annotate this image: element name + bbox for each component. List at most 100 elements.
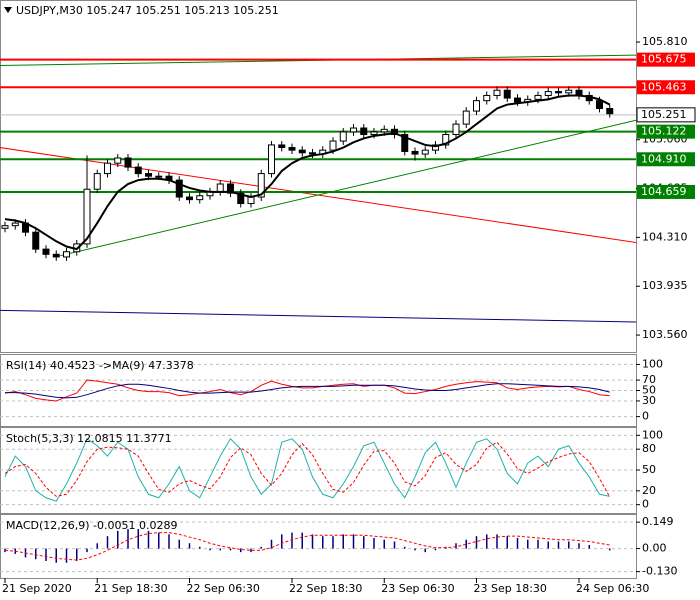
indicator-line	[4, 379, 610, 402]
y-tick-label: 30	[642, 394, 656, 407]
indicator-title: MACD(12,26,9) -0.0051 0.0289	[6, 519, 177, 532]
candle-body	[175, 179, 183, 198]
candle-body	[473, 100, 480, 112]
candle-body	[114, 157, 122, 164]
y-tick-label: 0	[642, 498, 649, 511]
candle-body	[565, 89, 573, 94]
candle-body	[350, 127, 357, 133]
candle-body	[452, 123, 460, 136]
candle-body	[196, 195, 204, 201]
level-label: 105.463	[641, 80, 687, 93]
candle-body	[124, 157, 132, 168]
indicator-line	[4, 437, 610, 502]
candle-body	[52, 253, 60, 258]
candle-body	[134, 166, 142, 175]
candle-body	[514, 97, 521, 103]
candle-body	[329, 140, 337, 151]
y-tick-label: 100	[642, 428, 663, 441]
candle-body	[288, 147, 296, 151]
chart-title: USDJPY,M30 105.247 105.251 105.213 105.2…	[16, 4, 279, 17]
candle-body	[309, 152, 316, 155]
candle-body	[596, 100, 603, 109]
candle-body	[278, 144, 286, 149]
candle-body	[93, 173, 101, 190]
indicator-panel	[0, 514, 637, 579]
candle-body	[83, 188, 91, 245]
candle-body	[401, 134, 409, 152]
candle-body	[155, 175, 163, 178]
candle-body	[411, 150, 419, 155]
candle-body	[606, 107, 614, 115]
candle-body	[534, 94, 542, 100]
candle-body	[227, 183, 234, 194]
level-label-box	[637, 124, 695, 139]
x-tick-label: 23 Sep 18:30	[474, 582, 547, 595]
y-tick-label: 103.935	[642, 279, 688, 292]
y-tick-label: 0	[642, 410, 649, 423]
trend-line	[60, 119, 636, 257]
x-tick-label: 22 Sep 06:30	[187, 582, 260, 595]
main-panel	[0, 0, 637, 353]
current-price-label: 105.251	[641, 108, 687, 121]
level-label-box	[637, 52, 695, 67]
candle-body	[237, 192, 245, 205]
indicator-line	[5, 383, 610, 399]
x-tick-label: 23 Sep 06:30	[381, 582, 454, 595]
candle-body	[339, 131, 347, 142]
candle-body	[186, 196, 193, 201]
candle-body	[298, 149, 306, 154]
level-label: 104.910	[641, 152, 687, 165]
candle-body	[104, 162, 111, 175]
level-label: 104.659	[641, 185, 687, 198]
level-label-box	[637, 80, 695, 95]
candle-body	[42, 248, 50, 255]
candle-body	[32, 231, 40, 250]
y-tick-label: 70	[642, 373, 656, 386]
x-tick-label: 24 Sep 06:30	[576, 582, 649, 595]
indicator-line	[4, 532, 610, 561]
moving-average	[4, 94, 611, 251]
candle-body	[544, 91, 552, 96]
candle-body	[442, 134, 450, 146]
y-tick-label: 105.810	[642, 35, 688, 48]
indicator-title: Stoch(5,3,3) 12.0815 11.3771	[6, 432, 172, 445]
candle-body	[360, 127, 368, 136]
candle-body	[503, 89, 511, 99]
candle-body	[370, 131, 378, 136]
candle-body	[421, 149, 429, 155]
candle-body	[432, 144, 439, 151]
y-tick-label: 20	[642, 484, 656, 497]
plot-area	[0, 54, 636, 323]
level-label: 105.675	[641, 53, 687, 66]
candle-body	[11, 222, 19, 227]
x-tick-label: 21 Sep 2020	[2, 582, 72, 595]
y-tick-label: 104.310	[642, 230, 688, 243]
candle-body	[483, 94, 491, 102]
candle-body	[145, 173, 152, 177]
y-tick-label: -0.130	[642, 565, 677, 578]
y-tick-label: 0.00	[642, 542, 667, 555]
x-tick-label: 21 Sep 18:30	[94, 582, 167, 595]
level-label-box	[637, 152, 695, 167]
y-tick-label: 80	[642, 442, 656, 455]
candle-body	[216, 183, 224, 193]
indicator-line	[4, 441, 611, 498]
candle-body	[1, 225, 9, 229]
indicator-title: RSI(14) 40.4523 ->MA(9) 47.3378	[6, 359, 194, 372]
candle-body	[493, 89, 501, 96]
y-tick-label: 50	[642, 384, 656, 397]
trend-line	[0, 309, 636, 323]
candle-body	[391, 128, 398, 136]
title-icon	[4, 7, 12, 13]
level-label-box	[637, 184, 695, 199]
candle-body	[63, 251, 70, 258]
candle-body	[380, 128, 388, 133]
level-label: 105.122	[641, 125, 687, 138]
candle-body	[555, 91, 562, 94]
candle-body	[257, 173, 265, 198]
x-tick-label: 22 Sep 18:30	[289, 582, 362, 595]
y-tick-label: 50	[642, 463, 656, 476]
current-price-box	[636, 107, 696, 123]
